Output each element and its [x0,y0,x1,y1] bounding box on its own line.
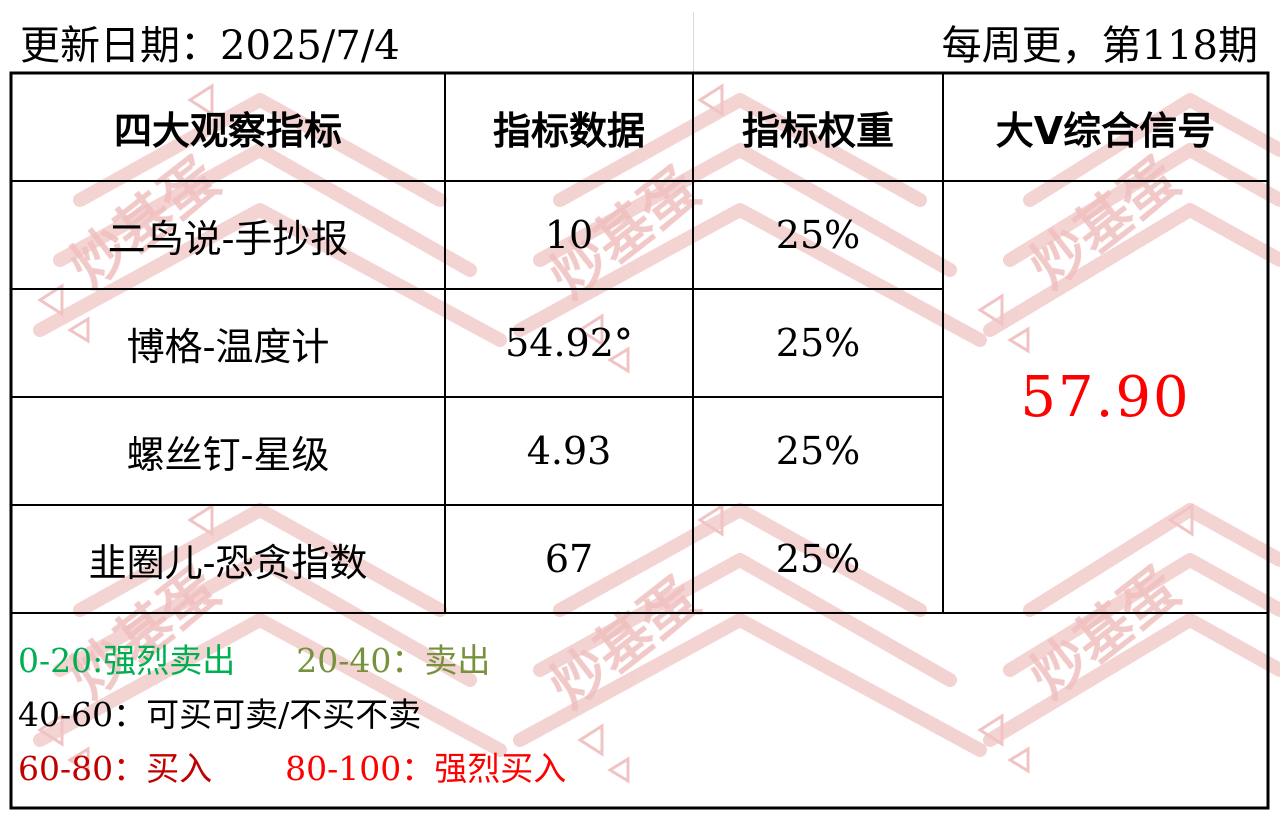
row-indicator-weight: 25% [775,429,861,473]
legend-line-1: 0-20:强烈卖出 20-40：卖出 [18,641,490,681]
row-indicator-value: 67 [544,537,594,581]
row-indicator-value: 4.93 [526,429,612,473]
row-indicator-weight: 25% [775,537,861,581]
column-header-weight: 指标权重 [741,108,894,153]
update-date: 更新日期：2025/7/4 [20,23,400,69]
header-divider [693,12,694,73]
issue-number: 每周更，第118期 [941,23,1258,69]
row-indicator-name: 韭圈儿-恐贪指数 [88,540,368,585]
row-indicator-name: 博格-温度计 [126,324,330,369]
row-indicator-name: 螺丝钉-星级 [126,432,330,477]
legend-hold: 40-60：可买可卖/不买不卖 [18,695,422,734]
composite-signal-value: 57.90 [1020,364,1191,430]
row-indicator-name: 二鸟说-手抄报 [107,216,349,261]
row-indicator-weight: 25% [775,213,861,257]
legend-sell: 20-40：卖出 [296,641,491,680]
column-header-indicator: 四大观察指标 [113,108,342,153]
row-indicator-weight: 25% [775,321,861,365]
legend-strong-buy: 80-100：强烈买入 [285,749,567,788]
legend-line-3: 60-80：买入 80-100：强烈买入 [18,749,566,789]
row-indicator-value: 10 [544,213,594,257]
column-header-signal: 大V综合信号 [995,108,1216,153]
legend-buy: 60-80：买入 [18,749,213,788]
row-indicator-value: 54.92° [505,321,633,365]
column-header-value: 指标数据 [492,108,645,153]
legend-strong-sell: 0-20:强烈卖出 [18,641,236,680]
